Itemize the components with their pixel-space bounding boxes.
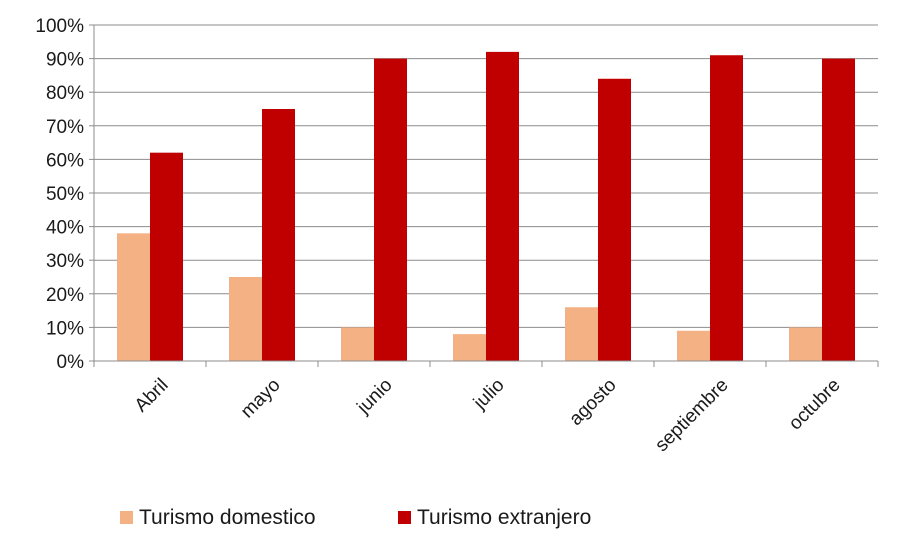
legend-label-turismo-domestico: Turismo domestico <box>139 506 316 529</box>
axes <box>89 24 879 367</box>
bar-turismo-domestico-4 <box>565 307 598 361</box>
y-tick-label: 30% <box>46 251 84 272</box>
bar-turismo-extranjero-4 <box>598 78 631 361</box>
y-tick-label: 90% <box>46 50 84 71</box>
legend-label-turismo-extranjero: Turismo extranjero <box>417 506 591 529</box>
bar-turismo-extranjero-6 <box>822 58 855 361</box>
bar-turismo-domestico-6 <box>789 327 822 361</box>
x-tick-label: Abril <box>131 375 173 417</box>
bar-turismo-domestico-5 <box>677 330 710 361</box>
y-tick-label: 60% <box>46 150 84 171</box>
y-tick-label: 10% <box>46 318 84 339</box>
bar-turismo-extranjero-5 <box>710 55 743 362</box>
bar-turismo-extranjero-3 <box>486 51 519 361</box>
bar-turismo-extranjero-1 <box>262 109 295 361</box>
x-tick-label: julio <box>469 375 508 414</box>
y-tick-label: 0% <box>57 352 85 373</box>
y-tick-label: 80% <box>46 83 84 104</box>
legend-swatch-turismo-extranjero <box>398 511 411 524</box>
x-tick-label: septiembre <box>651 375 732 456</box>
bars <box>117 51 855 362</box>
bar-turismo-domestico-3 <box>453 334 486 361</box>
y-tick-label: 70% <box>46 117 84 138</box>
y-tick-label: 50% <box>46 184 84 205</box>
legend-swatch-turismo-domestico <box>120 511 133 524</box>
y-axis-ticks: 0% 10% 20% 30% 40% 50% 60% 70% 80% 90% 100% <box>35 16 84 373</box>
x-tick-label: agosto <box>565 375 620 430</box>
y-tick-label: 40% <box>46 218 84 239</box>
bar-turismo-extranjero-0 <box>150 152 183 361</box>
bar-turismo-extranjero-2 <box>374 58 407 361</box>
legend: Turismo domestico Turismo extranjero <box>120 506 591 529</box>
x-axis-ticks: Abril mayo junio julio agosto septiembre octub… <box>131 375 845 456</box>
y-tick-label: 100% <box>35 16 84 37</box>
x-tick-label: mayo <box>237 375 285 423</box>
bar-turismo-domestico-0 <box>117 233 150 361</box>
bar-turismo-domestico-1 <box>229 277 262 361</box>
x-tick-label: junio <box>353 375 397 419</box>
bar-turismo-domestico-2 <box>341 327 374 361</box>
x-tick-label: octubre <box>785 375 845 435</box>
y-tick-label: 20% <box>46 285 84 306</box>
